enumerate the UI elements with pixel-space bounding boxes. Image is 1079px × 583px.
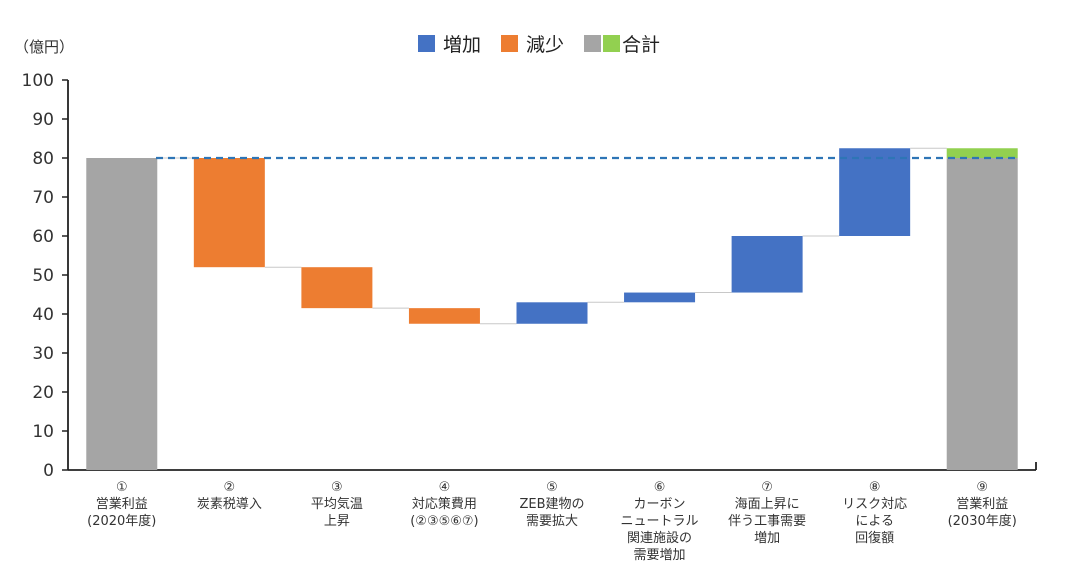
x-category-label: 海面上昇に bbox=[735, 497, 800, 512]
bar-8 bbox=[839, 148, 911, 236]
y-tick-label: 80 bbox=[32, 149, 54, 169]
x-category-label: (2030年度) bbox=[948, 513, 1017, 529]
x-category-label: ② bbox=[224, 480, 236, 495]
x-category-label: 対応策費用 bbox=[412, 496, 477, 512]
x-category-label: ① bbox=[116, 480, 128, 495]
y-tick-label: 60 bbox=[32, 227, 54, 247]
x-category-label: 関連施設の bbox=[627, 530, 692, 546]
legend-swatch-total-green bbox=[603, 35, 621, 52]
y-tick-label: 50 bbox=[32, 266, 54, 286]
x-category-label: ④ bbox=[439, 480, 451, 495]
x-category-label: ⑤ bbox=[546, 480, 558, 495]
x-category-label: 上昇 bbox=[324, 514, 350, 529]
x-category-label: ⑦ bbox=[761, 480, 773, 495]
x-category-label: 回復額 bbox=[855, 530, 894, 546]
y-tick-label: 90 bbox=[32, 110, 54, 130]
bar-9-delta bbox=[946, 148, 1018, 158]
x-category-label: 増加 bbox=[754, 531, 780, 546]
legend: 増加 減少 合計 bbox=[418, 30, 680, 57]
x-category-label: 伴う工事需要 bbox=[728, 514, 806, 529]
bar-5 bbox=[516, 302, 588, 324]
y-tick-label: 70 bbox=[32, 188, 54, 208]
x-category-label: による bbox=[855, 514, 894, 529]
x-category-label: ⑥ bbox=[654, 480, 666, 495]
bar-4 bbox=[408, 308, 480, 324]
legend-swatch-total-gray bbox=[584, 35, 602, 52]
x-category-label: (②③⑤⑥⑦) bbox=[410, 514, 478, 529]
y-tick-label: 10 bbox=[32, 422, 54, 442]
y-axis-unit-label: （億円） bbox=[14, 38, 75, 56]
bar-2 bbox=[193, 158, 265, 268]
x-category-label: 営業利益 bbox=[96, 496, 148, 512]
y-tick-label: 40 bbox=[32, 305, 54, 325]
x-category-label: ③ bbox=[331, 480, 343, 495]
x-category-label: 営業利益 bbox=[956, 496, 1008, 512]
x-category-label: カーボン bbox=[634, 497, 686, 512]
legend-swatch-increase bbox=[418, 35, 435, 52]
legend-label-total: 合計 bbox=[622, 34, 661, 56]
bar-7 bbox=[731, 236, 803, 293]
x-category-label: 炭素税導入 bbox=[197, 497, 262, 512]
y-tick-label: 0 bbox=[43, 461, 54, 481]
x-category-label: 平均気温 bbox=[311, 496, 363, 512]
x-category-label: 需要増加 bbox=[634, 548, 686, 563]
legend-label-decrease: 減少 bbox=[526, 34, 565, 56]
x-category-label: リスク対応 bbox=[842, 497, 907, 512]
legend-item-decrease: 減少 bbox=[501, 30, 564, 57]
x-category-label: ニュートラル bbox=[621, 514, 699, 529]
x-category-label: (2020年度) bbox=[87, 513, 156, 529]
x-category-label: ⑨ bbox=[976, 480, 988, 495]
bar-6 bbox=[624, 292, 696, 303]
bar-3 bbox=[301, 267, 373, 309]
x-category-label: ZEB建物の bbox=[519, 497, 584, 512]
legend-item-total: 合計 bbox=[584, 30, 660, 57]
y-tick-label: 100 bbox=[22, 71, 54, 91]
legend-item-increase: 増加 bbox=[418, 30, 481, 57]
y-tick-label: 30 bbox=[32, 344, 54, 364]
legend-swatch-decrease bbox=[501, 35, 519, 52]
legend-label-increase: 増加 bbox=[443, 34, 482, 56]
bar-1 bbox=[86, 158, 158, 470]
x-category-label: ⑧ bbox=[869, 480, 881, 495]
bar-9 bbox=[946, 158, 1018, 470]
y-tick-label: 20 bbox=[32, 383, 54, 403]
x-category-label: 需要拡大 bbox=[526, 514, 578, 529]
